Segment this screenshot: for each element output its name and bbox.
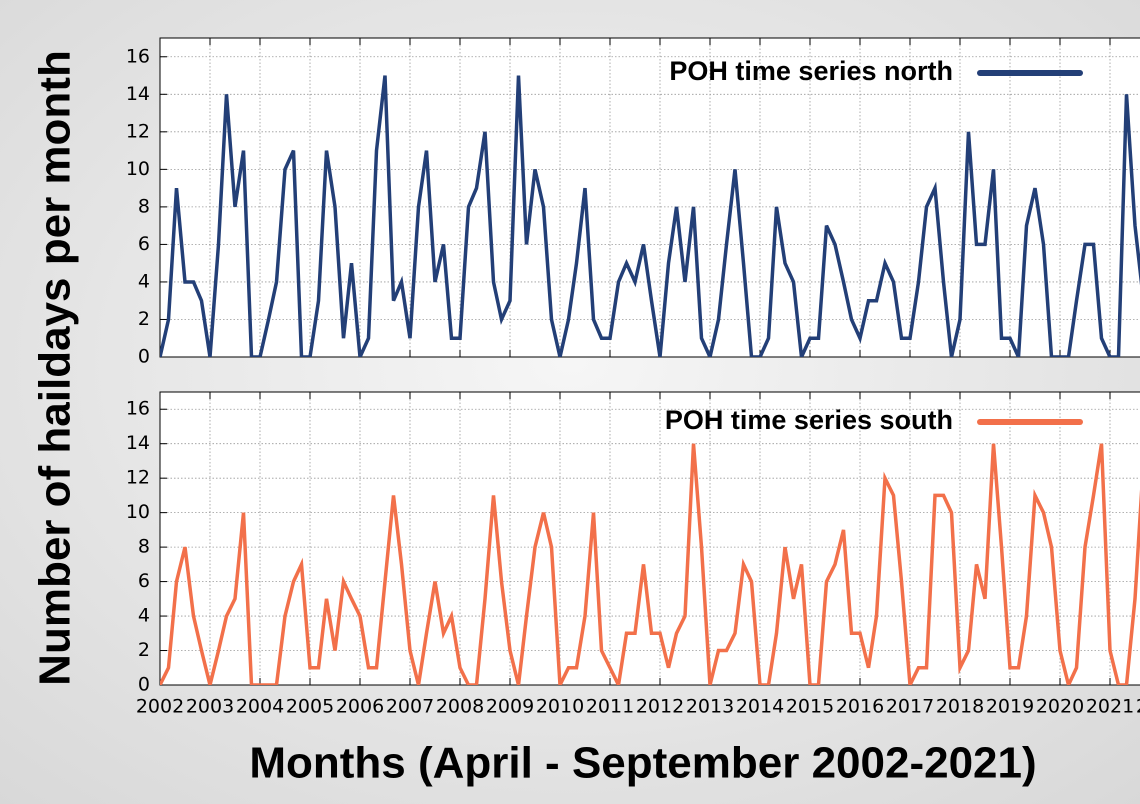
x-tick-label: 2017 xyxy=(886,696,934,718)
legend-label: POH time series south xyxy=(665,405,953,435)
x-axis-title: Months (April - September 2002-2021) xyxy=(249,739,1036,788)
x-tick-label: 2011 xyxy=(586,696,634,718)
plot-area xyxy=(160,38,1140,357)
y-tick-label: 0 xyxy=(138,674,150,696)
y-tick-label: 2 xyxy=(138,308,150,330)
x-tick-label: 2019 xyxy=(986,696,1034,718)
x-tick-label: 2009 xyxy=(486,696,534,718)
legend-label: POH time series north xyxy=(669,56,953,86)
y-tick-label: 14 xyxy=(126,83,150,105)
x-tick-label: 2014 xyxy=(736,696,784,718)
y-tick-label: 12 xyxy=(126,467,150,489)
y-tick-label: 0 xyxy=(138,346,150,368)
x-tick-label: 2021 xyxy=(1086,696,1134,718)
y-tick-label: 10 xyxy=(126,501,150,523)
y-tick-label: 12 xyxy=(126,120,150,142)
series-line xyxy=(160,443,1140,685)
y-tick-label: 8 xyxy=(138,536,150,558)
x-tick-label: 2018 xyxy=(936,696,984,718)
y-tick-label: 6 xyxy=(138,233,150,255)
x-tick-label: 2004 xyxy=(236,696,284,718)
y-tick-label: 14 xyxy=(126,432,150,454)
x-tick-label: 2020 xyxy=(1036,696,1084,718)
x-tick-label: 2002 xyxy=(136,696,184,718)
x-tick-label: 2007 xyxy=(386,696,434,718)
x-tick-label: 2010 xyxy=(536,696,584,718)
y-tick-label: 2 xyxy=(138,639,150,661)
y-tick-label: 6 xyxy=(138,570,150,592)
x-tick-label: 2022 xyxy=(1136,696,1140,718)
x-tick-label: 2005 xyxy=(286,696,334,718)
series-line xyxy=(160,75,1140,357)
y-tick-label: 10 xyxy=(126,158,150,180)
y-axis-title: Number of haildays per month xyxy=(31,50,80,686)
x-tick-label: 2015 xyxy=(786,696,834,718)
plot-frame xyxy=(159,391,1140,686)
y-tick-label: 16 xyxy=(126,398,150,420)
x-tick-label: 2012 xyxy=(636,696,684,718)
x-tick-label: 2003 xyxy=(186,696,234,718)
y-tick-label: 8 xyxy=(138,195,150,217)
x-tick-label: 2013 xyxy=(686,696,734,718)
x-tick-label: 2016 xyxy=(836,696,884,718)
y-tick-label: 4 xyxy=(138,270,150,292)
x-tick-label: 2006 xyxy=(336,696,384,718)
x-tick-label: 2008 xyxy=(436,696,484,718)
y-tick-label: 16 xyxy=(126,45,150,67)
y-tick-label: 4 xyxy=(138,605,150,627)
